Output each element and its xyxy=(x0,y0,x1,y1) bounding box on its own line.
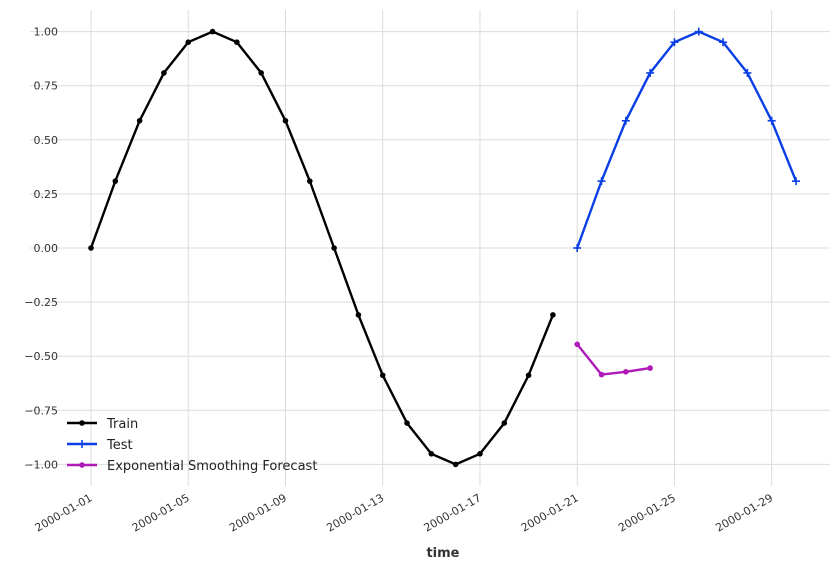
legend-label: Exponential Smoothing Forecast xyxy=(107,459,317,474)
x-tick-label: 2000-01-25 xyxy=(616,491,678,534)
data-point xyxy=(331,245,337,251)
x-tick-label: 2000-01-01 xyxy=(33,491,95,534)
x-tick-label: 2000-01-09 xyxy=(227,491,289,534)
legend-marker xyxy=(79,420,85,426)
data-point xyxy=(282,117,289,124)
data-point xyxy=(646,68,655,77)
data-point xyxy=(306,178,313,184)
data-point xyxy=(525,372,532,379)
y-tick-label: 0.75 xyxy=(34,80,59,93)
legend-label: Train xyxy=(106,417,138,432)
data-point xyxy=(355,312,362,318)
data-point xyxy=(136,117,143,124)
data-point xyxy=(428,450,435,457)
y-tick-label: −0.50 xyxy=(24,350,58,363)
series-train xyxy=(88,28,556,468)
x-tick-label: 2000-01-29 xyxy=(713,491,775,534)
data-point xyxy=(598,371,605,378)
data-point xyxy=(550,312,556,318)
y-tick-label: 0.25 xyxy=(34,188,59,201)
data-point xyxy=(88,245,94,251)
x-tick-label: 2000-01-17 xyxy=(422,491,484,534)
series-line xyxy=(89,30,555,466)
y-tick-label: −1.00 xyxy=(24,458,58,471)
series-line xyxy=(576,343,651,376)
y-tick-label: −0.75 xyxy=(24,404,58,417)
data-point xyxy=(573,244,582,252)
x-tick-label: 2000-01-21 xyxy=(519,491,581,534)
grid xyxy=(30,10,830,486)
data-point xyxy=(209,28,216,35)
legend-item: Test xyxy=(67,438,133,453)
legend-item: Exponential Smoothing Forecast xyxy=(67,459,317,474)
data-point xyxy=(670,38,679,47)
data-point xyxy=(792,177,800,186)
data-point xyxy=(185,39,192,46)
legend: Train Test Exponential Smoothing Forecast xyxy=(67,417,317,474)
data-point xyxy=(501,420,508,426)
data-point xyxy=(112,178,119,184)
data-point xyxy=(379,372,386,379)
series-group xyxy=(88,27,800,468)
x-tick-label: 2000-01-13 xyxy=(324,491,386,534)
data-point xyxy=(258,70,264,76)
legend-marker xyxy=(79,462,85,468)
legend-label: Test xyxy=(106,438,133,453)
data-point xyxy=(743,68,752,77)
data-point xyxy=(477,450,483,457)
data-point xyxy=(621,116,630,125)
data-point xyxy=(719,38,728,47)
legend-item: Train xyxy=(67,417,138,432)
y-tick-label: −0.25 xyxy=(24,296,58,309)
data-point xyxy=(234,39,240,46)
series-test xyxy=(573,27,800,252)
data-point xyxy=(597,177,606,186)
y-tick-label: 1.00 xyxy=(34,26,59,39)
x-axis-title: time xyxy=(426,546,459,561)
data-point xyxy=(767,116,776,125)
series-line xyxy=(576,30,798,249)
x-axis-ticks: 2000-01-01 2000-01-05 2000-01-09 2000-01-13… xyxy=(33,491,776,534)
data-point xyxy=(694,27,703,36)
data-point xyxy=(623,368,629,375)
data-point xyxy=(404,420,410,426)
y-axis-ticks: 1.00 0.75 0.50 0.25 0.00 −0.25 −0.50 −0.75 −1.00 xyxy=(24,26,58,472)
y-tick-label: 0.50 xyxy=(34,134,59,147)
x-tick-label: 2000-01-05 xyxy=(130,491,192,534)
series-exponential-smoothing-forecast xyxy=(574,341,653,378)
data-point xyxy=(452,461,459,468)
data-point xyxy=(574,341,581,348)
data-point xyxy=(161,70,167,76)
data-point xyxy=(647,365,653,371)
y-tick-label: 0.00 xyxy=(34,242,59,255)
